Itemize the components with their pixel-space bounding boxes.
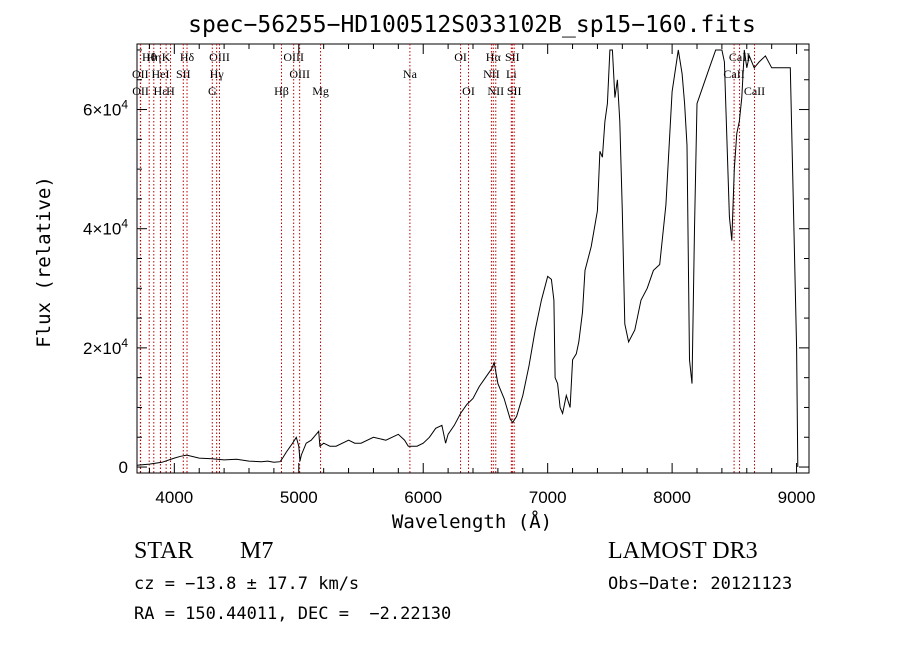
x-tick-label-0: 4000 [155,488,193,507]
object-class: STAR [134,538,194,564]
x-tick-label-5: 9000 [778,488,816,507]
x-axis-ticks: 4000 5000 6000 7000 8000 9000 [148,44,816,507]
line-label-26: CaII [729,50,750,64]
y-tick-mantissa-1: 2×10 [83,339,121,358]
observation-date: Obs−Date: 20121123 [608,574,793,594]
line-label-19: OI [462,84,475,98]
line-label-14: OIII [283,50,304,64]
redshift-readout: cz = −13.8 ± 17.7 km/s [134,574,360,594]
line-label-21: NII [483,67,500,81]
survey-name: LAMOST DR3 [608,538,758,564]
y-tick-label-1: 2×104 [83,336,128,358]
line-label-20: Hα [486,50,502,64]
line-label-22: NII [487,84,504,98]
line-label-6: K [162,50,171,64]
chart-title: spec−56255−HD100512S033102B_sp15−160.fit… [188,12,756,38]
y-tick-mantissa-2: 4×10 [83,220,121,239]
coordinates-readout: RA = 150.44011, DEC = −2.22130 [134,604,452,624]
x-tick-label-3: 7000 [529,488,567,507]
line-label-11: Hγ [210,67,225,81]
line-label-15: OIII [289,67,310,81]
y-tick-exponent-3: 4 [121,98,128,112]
line-label-10: OIII [209,50,230,64]
line-label-28: CaII [744,84,765,98]
line-label-3: Hη [146,50,161,64]
x-tick-label-2: 6000 [404,488,442,507]
plot-frame [136,43,810,474]
y-tick-exponent-1: 4 [121,336,128,350]
y-tick-label-2: 4×104 [83,217,128,239]
y-axis-label: Flux (relative) [33,176,55,348]
line-label-12: G [208,84,217,98]
line-label-27: CaII [723,67,744,81]
line-label-23: SII [505,50,520,64]
line-label-25: SII [507,84,522,98]
line-label-17: Na [403,67,418,81]
x-tick-label-1: 5000 [280,488,318,507]
object-subclass: M7 [240,538,274,564]
x-axis-label: Wavelength (Å) [392,510,552,533]
line-label-16: Mg [312,84,329,98]
line-label-13: Hβ [274,84,289,98]
line-label-2: OII [132,84,149,98]
line-label-4: HeI [152,67,170,81]
line-label-18: OI [454,50,467,64]
x-tick-label-4: 8000 [653,488,691,507]
line-label-9: Hδ [180,50,195,64]
y-tick-exponent-2: 4 [121,217,128,231]
line-label-1: OII [132,67,149,81]
line-label-0: Hθ [142,50,157,64]
y-tick-mantissa-3: 6×10 [83,101,121,120]
line-label-8: SII [176,67,191,81]
line-label-24: Li [506,67,517,81]
y-tick-label-3: 6×104 [83,98,128,120]
line-label-5: Hε [154,84,168,98]
spectrum-line [136,49,799,468]
y-tick-label-0: 0 [119,458,128,477]
line-label-7: H [166,84,175,98]
y-tick-mantissa-0: 0 [119,458,128,477]
